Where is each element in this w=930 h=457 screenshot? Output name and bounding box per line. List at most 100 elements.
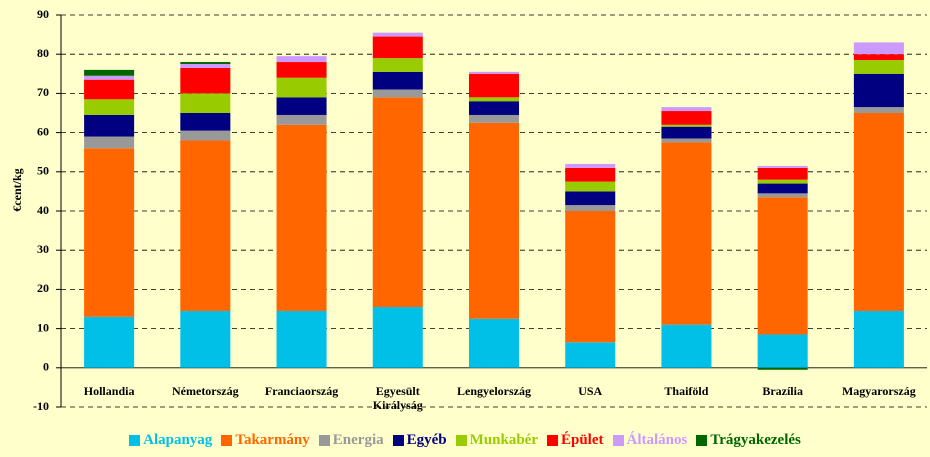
x-tick-label: Hollandia [83, 383, 135, 398]
bar-segment [84, 75, 135, 80]
legend-swatch [129, 435, 141, 446]
bar-segment [276, 97, 327, 115]
bar-segment [661, 126, 712, 139]
bar-segment [661, 107, 712, 112]
bar-segment [661, 142, 712, 325]
legend-label: Energia [332, 432, 384, 448]
y-tick-label: -10 [33, 399, 49, 413]
legend-label: Egyéb [406, 432, 447, 448]
bar-segment [84, 114, 135, 137]
bar-segment [853, 107, 904, 113]
bar-segment [180, 130, 231, 141]
legend-item: Takarmány [221, 432, 310, 449]
y-tick-label: 30 [37, 242, 49, 256]
bar-segment [372, 89, 423, 98]
bar-segment [180, 67, 231, 94]
legend-swatch [612, 435, 624, 446]
x-tick-label: Németország [172, 383, 239, 398]
bar-segment [276, 124, 327, 311]
bar-segment [276, 56, 327, 63]
legend-label: Takarmány [235, 432, 310, 448]
y-tick-label: 20 [37, 281, 49, 295]
x-tick-label: Thaiföld [664, 383, 709, 398]
bar-segment [565, 181, 616, 192]
legend-swatch [455, 435, 467, 446]
bar-segment [565, 163, 616, 168]
bar-segment [468, 71, 520, 74]
bar-segment [565, 211, 616, 343]
x-tick-label: Egyesült Királyság [372, 383, 423, 412]
bar-segment [276, 310, 327, 368]
bar-segment [757, 183, 808, 194]
y-tick-label: 70 [37, 85, 49, 99]
legend-label: Trágyakezelés [710, 432, 801, 448]
bar-segment [84, 79, 135, 100]
legend-swatch [318, 435, 330, 446]
bar-segment [661, 138, 712, 143]
bar-segment [468, 122, 520, 319]
legend-swatch [392, 435, 404, 446]
bar-segment [757, 179, 808, 184]
bar-segment [468, 73, 520, 98]
bar-segment [565, 205, 616, 211]
x-tick-label: USA [578, 383, 603, 398]
bar-segment [468, 97, 520, 102]
bar-segment [853, 310, 904, 368]
bar-segment [853, 113, 904, 311]
y-axis-label: €cent/kg [10, 168, 24, 211]
bar-segment [180, 113, 231, 131]
bar-segment [661, 111, 712, 125]
bar-segment [372, 32, 423, 37]
bar-segment [757, 334, 808, 368]
bar-segment [84, 69, 135, 76]
bar-segment [853, 42, 904, 55]
bar-segment [853, 54, 904, 61]
bar-segment [180, 93, 231, 113]
y-tick-label: 80 [37, 46, 49, 60]
bar-segment [853, 73, 904, 108]
legend-item: Épület [546, 432, 604, 449]
x-tick-label: Franciaország [264, 383, 339, 398]
bar-segment [468, 114, 520, 123]
bar-segment [84, 99, 135, 115]
bar-segment [276, 114, 327, 125]
bar-segment [757, 167, 808, 180]
bar-segment [180, 64, 231, 68]
bar-segment [180, 140, 231, 311]
bar-segment [276, 62, 327, 78]
bar-segment [757, 193, 808, 198]
legend-label: Épület [560, 432, 604, 448]
y-tick-label: 40 [37, 203, 49, 217]
bar-segment [565, 191, 616, 206]
bar-segment [853, 60, 904, 74]
y-tick-label: 60 [37, 124, 49, 138]
bar-segment [661, 324, 712, 368]
bar-segment [565, 342, 616, 368]
bar-segment [84, 316, 135, 368]
y-tick-label: 10 [37, 320, 49, 334]
bar-segment [180, 62, 231, 64]
bar-segment [84, 148, 135, 317]
bar-segment [84, 136, 135, 149]
legend-item: Energia [318, 432, 384, 449]
legend-label: Alapanyag [143, 432, 213, 448]
bar-segment [276, 77, 327, 98]
legend-swatch [546, 435, 558, 446]
bar-segment [757, 197, 808, 335]
bar-segment [372, 97, 423, 308]
legend: Alapanyag Takarmány Energia Egyéb Munkabér Ép… [0, 432, 930, 449]
bar-segment [468, 101, 520, 115]
x-tick-label: Lengyelország [457, 383, 531, 398]
bar-segment [372, 36, 423, 59]
bar-segment [468, 318, 520, 368]
legend-item: Általános [612, 432, 687, 449]
bar-segment [372, 58, 423, 72]
legend-swatch [221, 435, 233, 446]
legend-item: Alapanyag [129, 432, 212, 449]
legend-item: Trágyakezelés [696, 432, 801, 449]
bar-segment [372, 71, 423, 90]
y-tick-label: 90 [37, 7, 49, 21]
bar-segment [180, 310, 231, 368]
